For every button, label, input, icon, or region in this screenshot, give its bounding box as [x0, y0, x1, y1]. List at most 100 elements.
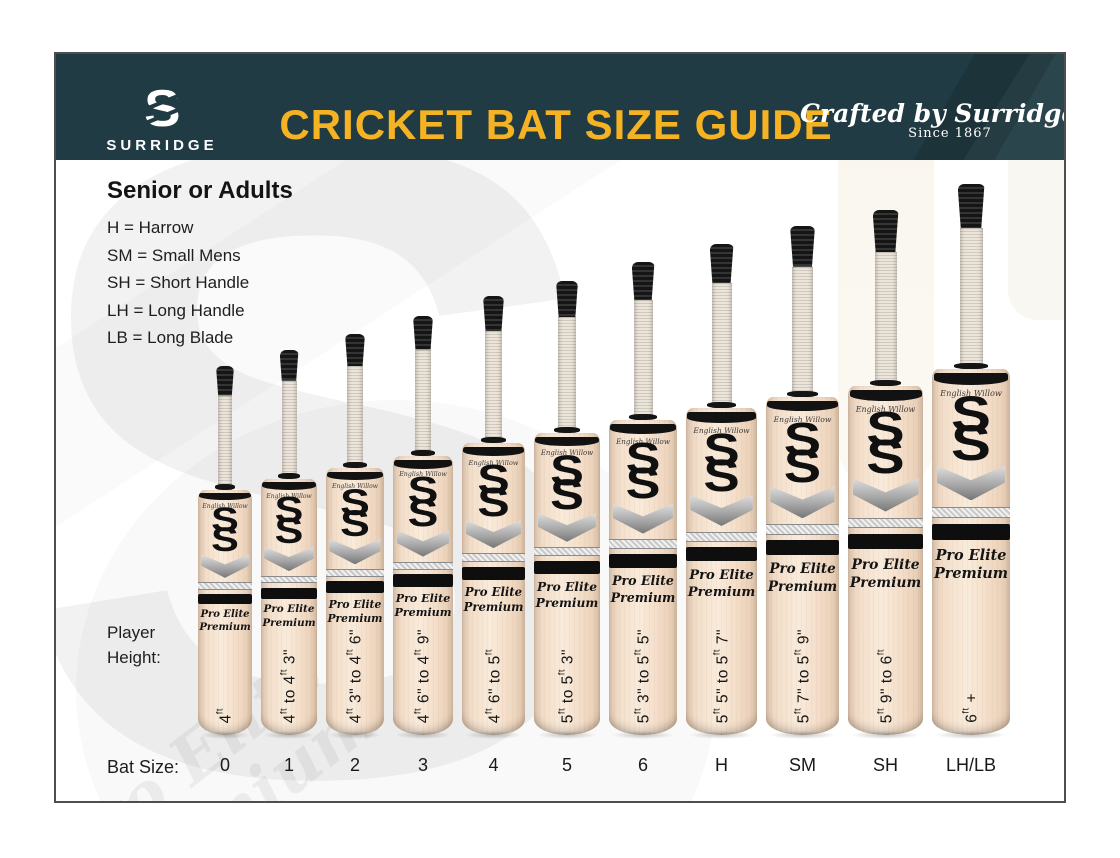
poster-title: CRICKET BAT SIZE GUIDE	[279, 101, 833, 148]
black-band	[393, 574, 453, 587]
bat-size-value: LH/LB	[945, 755, 997, 775]
abbreviation-legend: H = Harrow SM = Small Mens SH = Short Ha…	[107, 214, 249, 352]
legend-item-short-handle: SH = Short Handle	[107, 273, 250, 292]
chevron-badge	[936, 465, 1006, 501]
black-band	[766, 540, 839, 555]
english-willow-script: English Willow	[332, 482, 378, 490]
bat-handle-grip	[411, 349, 435, 457]
bat-knob	[556, 281, 578, 318]
weave-band	[198, 582, 252, 590]
player-height-value: 4ft 6" to 4ft 9"	[412, 628, 433, 723]
crafted-by-tagline: Crafted by Surridge Since 1867	[800, 99, 1064, 141]
bat-shoulder-band	[610, 424, 676, 435]
bat-handle-grip	[481, 331, 506, 444]
weave-band	[609, 539, 677, 549]
bat-size-value: H	[715, 755, 728, 775]
player-height-value: 4ft 3" to 4ft 6"	[344, 628, 365, 723]
bat-knob	[483, 296, 504, 332]
weave-band	[766, 524, 839, 535]
english-willow-script: English Willow	[540, 449, 594, 458]
english-willow-script: English Willow	[616, 437, 670, 447]
bat-size-value: SM	[789, 755, 816, 775]
english-willow-script: English Willow	[855, 404, 916, 414]
bat-shoulder-band	[933, 372, 1009, 385]
bat-shoulder-band	[199, 492, 251, 501]
model-name: Pro Elite Premium	[394, 591, 452, 620]
faint-bat-image-2	[1008, 160, 1064, 320]
weave-band	[848, 517, 923, 529]
english-willow-script: English Willow	[940, 388, 1002, 399]
player-height-value: 4ft 6" to 5ft	[482, 648, 504, 723]
weave-band	[932, 507, 1010, 519]
player-height-value: 5ft 7" to 5ft 9"	[791, 628, 813, 723]
black-band	[534, 561, 600, 575]
model-name: Pro Elite Premium	[535, 579, 599, 610]
weave-band	[393, 561, 453, 571]
bat-shoulder-band	[535, 436, 599, 447]
model-name: Pro Elite Premium	[767, 561, 838, 595]
weave-band	[462, 553, 525, 563]
english-willow-script: English Willow	[399, 471, 447, 479]
bat-handle-grip	[707, 283, 736, 409]
bat-knob	[790, 226, 815, 267]
bat-size-value: 2	[349, 755, 361, 775]
black-band	[848, 533, 923, 550]
weave-band	[326, 569, 384, 578]
model-name: Pro Elite Premium	[687, 568, 756, 601]
black-band	[261, 587, 317, 599]
bat-handle-grip	[954, 228, 988, 369]
bat-handle-grip	[869, 252, 902, 386]
brand-name: SURRIDGE	[106, 137, 218, 154]
weave-band	[534, 547, 600, 557]
bat-knob	[957, 184, 985, 229]
bat-knob	[216, 366, 234, 396]
bat-handle-grip	[214, 395, 236, 490]
english-willow-script: English Willow	[202, 502, 248, 510]
poster-body: S Pro Elite Premium Senior or Adults H =…	[56, 160, 1064, 801]
poster-card: S SURRIDGE CRICKET BAT SIZE GUIDE Crafte…	[54, 52, 1066, 803]
weave-band	[686, 531, 757, 542]
bat-size-value: 3	[417, 755, 429, 775]
black-band	[609, 553, 677, 568]
bat-knob	[413, 316, 433, 350]
bat-knob	[631, 262, 655, 300]
black-band	[326, 581, 384, 594]
model-name: Pro Elite Premium	[463, 584, 524, 615]
bat-knob	[709, 244, 734, 284]
bat-knob	[345, 334, 365, 367]
bat-size-value: 0	[219, 755, 231, 775]
player-height-value: 5ft 3" to 5ft 5"	[632, 628, 653, 723]
section-heading: Senior or Adults	[107, 177, 293, 204]
bat-size-value: 5	[561, 755, 573, 775]
crafted-script: Crafted by Surridge	[800, 99, 1064, 128]
bat-handle-grip	[343, 366, 367, 469]
bat-size-value: SH	[872, 755, 899, 775]
player-height-value: 5ft 9" to 6ft	[874, 648, 896, 723]
surridge-s-icon: S	[141, 83, 185, 135]
bat-shoulder-band	[262, 482, 316, 491]
black-band	[932, 523, 1010, 541]
bat-shoulder-band	[327, 471, 383, 481]
